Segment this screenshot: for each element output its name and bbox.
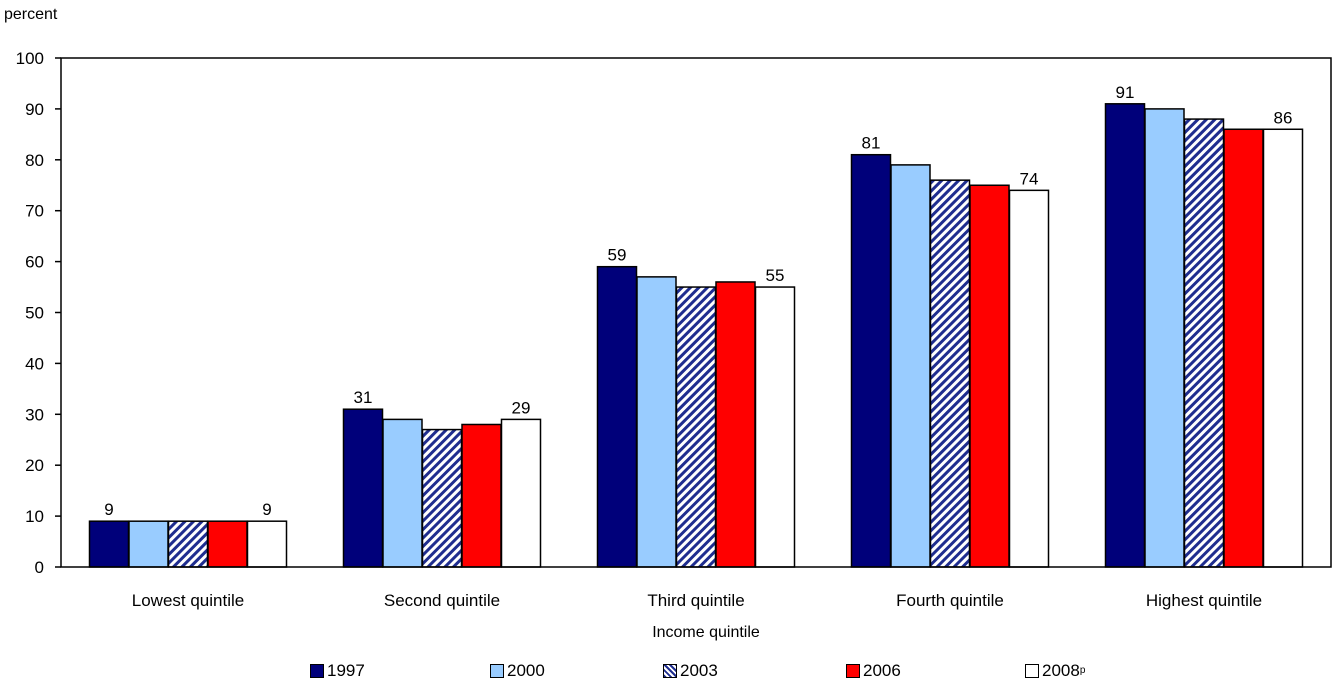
- y-tick-label: 40: [25, 354, 44, 373]
- bar-2006-lowest-quintile: [207, 520, 248, 568]
- bar-1997-highest-quintile: [1104, 103, 1146, 568]
- x-tick-label: Second quintile: [384, 591, 500, 610]
- legend-swatch: [490, 664, 504, 678]
- legend-swatch: [1025, 664, 1039, 678]
- y-tick-label: 50: [25, 304, 44, 323]
- x-tick-label: Fourth quintile: [896, 591, 1004, 610]
- bar-2003-second-quintile: [421, 428, 463, 568]
- y-tick-label: 90: [25, 100, 44, 119]
- x-tick-label: Highest quintile: [1146, 591, 1262, 610]
- bar-2008-third-quintile: [754, 286, 796, 568]
- legend-swatch: [663, 664, 677, 678]
- bar-2003-highest-quintile: [1183, 118, 1225, 568]
- y-tick-label: 80: [25, 151, 44, 170]
- bar-2003-fourth-quintile: [929, 179, 971, 568]
- bar-2008-second-quintile: [500, 418, 542, 568]
- data-label: 9: [104, 500, 113, 519]
- y-axis-label: percent: [4, 6, 58, 23]
- y-tick-label: 70: [25, 202, 44, 221]
- bar-2006-fourth-quintile: [969, 184, 1010, 568]
- y-tick-label: 60: [25, 253, 44, 272]
- data-label: 81: [862, 134, 881, 153]
- y-tick-label: 0: [35, 558, 44, 577]
- legend-label: 2000: [507, 661, 545, 680]
- bar-2006-second-quintile: [461, 423, 502, 568]
- bar-2003-third-quintile: [675, 286, 717, 568]
- data-label: 31: [354, 388, 373, 407]
- data-label: 29: [512, 398, 531, 417]
- y-tick-label: 20: [25, 456, 44, 475]
- y-tick-label: 10: [25, 507, 44, 526]
- data-label: 91: [1116, 83, 1135, 102]
- y-tick-label: 30: [25, 405, 44, 424]
- data-label: 55: [766, 266, 785, 285]
- legend-label: 2008: [1042, 661, 1080, 680]
- legend: 1997 2000 2003 2006 2008 p: [0, 661, 1335, 687]
- bar-2008-lowest-quintile: [246, 520, 288, 568]
- bar-2006-highest-quintile: [1223, 128, 1264, 568]
- bar-2000-highest-quintile: [1144, 108, 1185, 568]
- y-tick-label: 100: [16, 49, 44, 68]
- legend-item-1997: 1997: [310, 661, 365, 681]
- bar-2000-fourth-quintile: [890, 164, 931, 568]
- legend-swatch: [846, 664, 860, 678]
- bar-2000-second-quintile: [382, 418, 423, 568]
- bar-1997-second-quintile: [342, 408, 384, 568]
- plot-frame: [60, 57, 1332, 568]
- legend-item-2000: 2000: [490, 661, 545, 681]
- bar-1997-lowest-quintile: [88, 520, 130, 568]
- legend-label: 2003: [680, 661, 718, 680]
- bar-2006-third-quintile: [715, 281, 756, 568]
- data-label: 59: [608, 246, 627, 265]
- legend-swatch: [310, 664, 324, 678]
- data-label: 74: [1020, 169, 1039, 188]
- bar-2003-lowest-quintile: [167, 520, 209, 568]
- bar-2000-third-quintile: [636, 276, 677, 568]
- bar-2000-lowest-quintile: [128, 520, 169, 568]
- bar-2008-highest-quintile: [1262, 128, 1304, 568]
- legend-label: 2006: [863, 661, 901, 680]
- bar-2008-fourth-quintile: [1008, 189, 1050, 568]
- x-tick-label: Lowest quintile: [132, 591, 244, 610]
- data-label: 9: [262, 500, 271, 519]
- legend-item-2003: 2003: [663, 661, 718, 681]
- x-axis-title: Income quintile: [652, 624, 760, 641]
- bar-1997-third-quintile: [596, 265, 638, 568]
- data-label: 86: [1274, 108, 1293, 127]
- legend-label: 1997: [327, 661, 365, 680]
- bar-1997-fourth-quintile: [850, 153, 892, 568]
- x-tick-label: Third quintile: [647, 591, 744, 610]
- legend-item-2008: 2008 p: [1025, 661, 1085, 681]
- legend-item-2006: 2006: [846, 661, 901, 681]
